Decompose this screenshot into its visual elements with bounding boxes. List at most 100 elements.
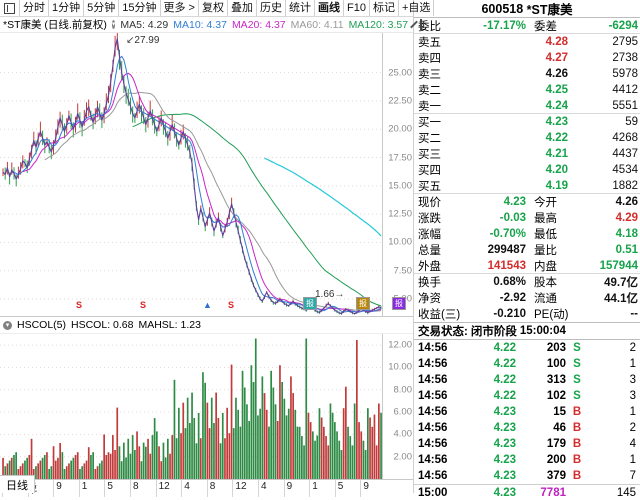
tick-direction: B bbox=[572, 470, 582, 482]
x-axis-separator bbox=[232, 480, 234, 497]
symbol-header: 600518 *ST康美 bbox=[414, 0, 640, 18]
toolbar-item-1min[interactable]: 1分钟 bbox=[49, 0, 85, 16]
ask-price: 4.27 bbox=[545, 52, 568, 64]
volume-y-axis: 12.00 10.00 8.00 6.00 4.00 2.00 bbox=[383, 334, 413, 479]
stat-value: 0.68% bbox=[493, 276, 526, 288]
tick-list[interactable]: 14:56 4.22 203 S 2 14:56 4.22 100 S 1 14:56 4.22 313… bbox=[414, 340, 640, 500]
toolbar-item-f10[interactable]: F10 bbox=[344, 0, 370, 16]
marker-s[interactable]: S bbox=[76, 300, 83, 310]
window-icon[interactable] bbox=[0, 0, 20, 16]
stat-row: 净资 -2.92 流通 44.1亿 bbox=[414, 290, 640, 306]
tick-direction: S bbox=[573, 390, 581, 402]
toolbar-item-fenshi[interactable]: 分时 bbox=[20, 0, 49, 16]
bid-price: 4.22 bbox=[545, 132, 568, 144]
tick-volume: 15 bbox=[553, 406, 566, 418]
ask-qty: 4412 bbox=[612, 84, 638, 96]
x-axis-separator bbox=[53, 480, 55, 497]
ask-row[interactable]: 卖四 4.27 2738 bbox=[414, 50, 640, 66]
tick-volume: 200 bbox=[546, 454, 566, 466]
bid-row[interactable]: 买一 4.23 59 bbox=[414, 114, 640, 130]
tick-row[interactable]: 14:56 4.23 15 B 1 bbox=[414, 404, 640, 420]
bid-qty: 4534 bbox=[612, 164, 638, 176]
tick-time: 14:56 bbox=[418, 390, 448, 402]
stat-value: -- bbox=[630, 308, 638, 320]
candlesticks bbox=[2, 33, 382, 315]
trade-status-phase: 闭市阶段 bbox=[470, 326, 517, 338]
window-icon[interactable] bbox=[420, 19, 425, 30]
marker-box-teal[interactable]: 报 bbox=[303, 297, 317, 310]
stat-label: 涨跌 bbox=[418, 213, 441, 225]
ask-qty: 2738 bbox=[612, 52, 638, 64]
marker-s[interactable]: S bbox=[228, 300, 235, 310]
bid-qty: 1882 bbox=[612, 179, 638, 192]
tick-row[interactable]: 14:56 4.22 102 S 3 bbox=[414, 388, 640, 404]
symbol-code: 600518 bbox=[481, 1, 524, 16]
marker-buy[interactable]: ▲ bbox=[203, 300, 212, 310]
toolbar-label: 1分钟 bbox=[52, 2, 81, 14]
volume-chart[interactable]: 12.00 10.00 8.00 6.00 4.00 2.00 bbox=[0, 334, 413, 479]
toolbar-item-diejia[interactable]: 叠加 bbox=[228, 0, 257, 16]
tick-time: 14:56 bbox=[418, 406, 448, 418]
stat-row: 换手 0.68% 股本 49.7亿 bbox=[414, 274, 640, 290]
tick-row[interactable]: 14:56 4.22 313 S 3 bbox=[414, 372, 640, 388]
settings-icon[interactable]: ▾ bbox=[111, 20, 116, 29]
stat-value: 4.23 bbox=[503, 196, 526, 208]
toolbar-item-5min[interactable]: 5分钟 bbox=[84, 0, 120, 16]
tick-row[interactable]: 14:56 4.23 179 B 4 bbox=[414, 436, 640, 452]
marker-box-gold[interactable]: 报 bbox=[356, 297, 370, 310]
tick-row[interactable]: 14:56 4.23 200 B 1 bbox=[414, 452, 640, 468]
toolbar-item-huaxian[interactable]: 画线 bbox=[315, 0, 344, 16]
tick-volume: 379 bbox=[546, 470, 566, 482]
tick-count: 7 bbox=[629, 470, 636, 482]
toolbar-item-tongji[interactable]: 统计 bbox=[286, 0, 315, 16]
bid-row[interactable]: 买三 4.21 4437 bbox=[414, 146, 640, 162]
low-annotation: 1.66→ bbox=[315, 289, 345, 300]
tick-time: 14:56 bbox=[418, 438, 448, 450]
high-annotation: ↙27.99 bbox=[126, 35, 160, 46]
bid-row[interactable]: 买二 4.22 4268 bbox=[414, 130, 640, 146]
tick-count: 1 bbox=[629, 358, 636, 370]
tick-row[interactable]: 14:56 4.23 379 B 7 bbox=[414, 468, 640, 484]
toolbar-item-lishi[interactable]: 历史 bbox=[257, 0, 286, 16]
bid-row[interactable]: 买四 4.20 4534 bbox=[414, 162, 640, 178]
tick-row[interactable]: 15:00 4.23 7781 145 bbox=[414, 484, 640, 500]
volume-y-tick-label: 2.00 bbox=[393, 451, 413, 463]
ask-label: 卖二 bbox=[418, 85, 441, 97]
stat-label: 最低 bbox=[534, 229, 557, 241]
stat-label: 总量 bbox=[418, 245, 441, 257]
chart-column: 分时 1分钟 5分钟 15分钟 更多 > 复权 叠加 历史 统计 画线 F10 … bbox=[0, 0, 435, 497]
x-axis-separator bbox=[206, 480, 208, 497]
stat-value: 4.26 bbox=[615, 196, 638, 208]
bid-row[interactable]: 买五 4.19 1882 bbox=[414, 178, 640, 194]
bid-label: 买五 bbox=[418, 180, 441, 193]
x-axis-separator bbox=[130, 480, 131, 497]
period-tag[interactable]: 日线 bbox=[0, 475, 35, 493]
stat-value: 299487 bbox=[487, 244, 526, 256]
price-plot bbox=[0, 33, 384, 315]
toolbar-item-biaoji[interactable]: 标记 bbox=[370, 0, 399, 16]
y-tick-label: 22.50 bbox=[388, 95, 412, 107]
indicator-header: ▾ HSCOL(5) HSCOL: 0.68 MAHSL: 1.23 bbox=[0, 317, 413, 334]
tick-row[interactable]: 14:56 4.22 203 S 2 bbox=[414, 340, 640, 356]
settings-icon[interactable]: ▾ bbox=[3, 320, 12, 330]
ask-row[interactable]: 卖三 4.26 5978 bbox=[414, 66, 640, 82]
ask-row[interactable]: 卖二 4.25 4412 bbox=[414, 82, 640, 98]
toolbar-label: F10 bbox=[346, 2, 366, 14]
marker-s[interactable]: S bbox=[140, 300, 147, 310]
marker-box-purple[interactable]: 报 bbox=[392, 297, 406, 310]
trade-status-time: 15:00:04 bbox=[519, 325, 566, 337]
price-chart[interactable]: 25.0022.5020.0017.5015.0012.5010.007.505… bbox=[0, 33, 413, 317]
toolbar-item-15min[interactable]: 15分钟 bbox=[119, 0, 161, 16]
toolbar-item-fuquan[interactable]: 复权 bbox=[199, 0, 228, 16]
ask-label: 卖一 bbox=[418, 100, 441, 113]
toolbar-item-more[interactable]: 更多 > bbox=[161, 0, 199, 16]
toolbar-item-zixuan[interactable]: +自选 bbox=[399, 0, 435, 16]
orderbook: 委比 -17.17% 委差 -6294 卖五 4.28 2795 卖四 4.27 2738… bbox=[414, 18, 640, 323]
bid-price: 4.20 bbox=[545, 164, 568, 176]
tick-row[interactable]: 14:56 4.23 46 B 2 bbox=[414, 420, 640, 436]
ask-row[interactable]: 卖一 4.24 5551 bbox=[414, 98, 640, 114]
x-axis-separator bbox=[258, 480, 259, 497]
tick-row[interactable]: 14:56 4.22 100 S 1 bbox=[414, 356, 640, 372]
ask-row[interactable]: 卖五 4.28 2795 bbox=[414, 34, 640, 50]
trade-status: 交易状态: 闭市阶段 15:00:04 bbox=[414, 323, 640, 340]
